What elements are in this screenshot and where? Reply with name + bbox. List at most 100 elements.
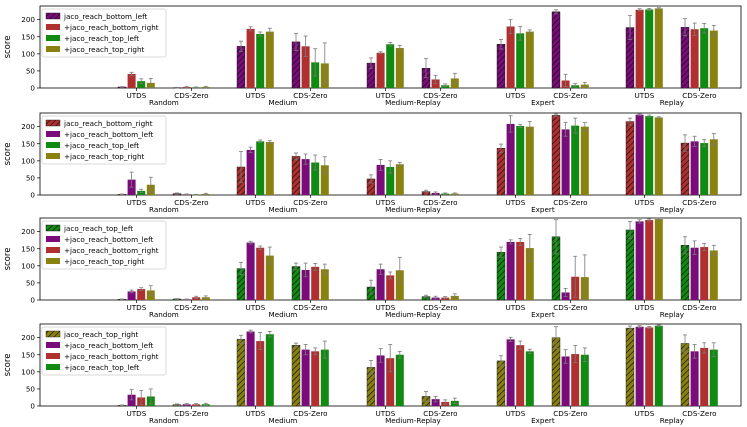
x-tick-label-utds: UTDS [635, 91, 655, 100]
bar-replay-cds-zero-jaco_reach_top_right [680, 343, 690, 407]
bar-replay-cds-zero-jaco_reach_top_left [700, 28, 709, 88]
x-tick-label-utds: UTDS [246, 303, 266, 312]
y-tick-label: 150 [21, 350, 35, 359]
bar-medium-cds-zero-jaco_reach_top_right [320, 269, 329, 300]
bar-medium-cds-zero-jaco_reach_bottom_left [301, 269, 310, 300]
x-tick-label-cds-zero: CDS-Zero [682, 91, 716, 100]
bar-medium-cds-zero-jaco_reach_top_left [311, 162, 320, 195]
legend-label: +jaco_reach_bottom_right [64, 246, 159, 255]
bar-replay-utds-jaco_reach_bottom_left [635, 114, 644, 195]
bar-medium-utds-jaco_reach_bottom_left [246, 331, 255, 406]
y-tick-label: 100 [21, 49, 35, 58]
x-tick-label-utds: UTDS [506, 198, 526, 207]
x-tick-label-cds-zero: CDS-Zero [174, 91, 208, 100]
bar-medium-replay-cds-zero-jaco_reach_bottom_left [431, 399, 440, 406]
x-tick-label-cds-zero: CDS-Zero [174, 198, 208, 207]
dataset-label-replay: Replay [660, 98, 685, 107]
bar-medium-cds-zero-jaco_reach_bottom_right [311, 266, 320, 300]
bar-expert-utds-jaco_reach_bottom_right [496, 147, 506, 196]
bar-expert-cds-zero-jaco_reach_top_right [580, 126, 589, 195]
legend-label: jaco_reach_bottom_right [63, 119, 153, 128]
bar-expert-cds-zero-jaco_reach_bottom_left [551, 11, 561, 89]
y-axis-label: score [3, 354, 13, 377]
bar-medium-replay-utds-jaco_reach_top_right [395, 270, 404, 300]
bar-medium-replay-utds-jaco_reach_bottom_left [376, 355, 385, 406]
x-tick-label-utds: UTDS [376, 91, 396, 100]
bar-expert-utds-jaco_reach_top_right [525, 31, 534, 88]
legend-label: +jaco_reach_top_left [64, 363, 139, 372]
legend-swatch [45, 12, 61, 20]
bar-medium-utds-jaco_reach_bottom_left [246, 149, 255, 195]
y-tick-label: 0 [30, 402, 35, 411]
legend-label: +jaco_reach_top_right [64, 152, 145, 161]
x-tick-label-cds-zero: CDS-Zero [553, 409, 587, 418]
x-tick-label-cds-zero: CDS-Zero [682, 198, 716, 207]
bar-expert-utds-jaco_reach_bottom_left [506, 241, 515, 300]
bar-replay-utds-jaco_reach_top_left [654, 325, 663, 406]
bar-medium-replay-utds-jaco_reach_bottom_right [376, 52, 385, 88]
legend-swatch [45, 224, 61, 232]
dataset-label-medium-replay: Medium-Replay [385, 416, 441, 425]
bar-medium-cds-zero-jaco_reach_top_left [291, 266, 301, 301]
y-tick-label: 150 [21, 139, 35, 148]
x-tick-label-utds: UTDS [635, 198, 655, 207]
bar-medium-utds-jaco_reach_top_left [256, 141, 265, 195]
bar-expert-utds-jaco_reach_top_right [525, 126, 534, 195]
dataset-label-medium: Medium [269, 310, 298, 319]
bar-random-utds-jaco_reach_bottom_right [137, 289, 146, 300]
y-tick-label: 0 [30, 191, 35, 200]
y-axis-label: score [3, 143, 13, 166]
bar-replay-utds-jaco_reach_bottom_right [645, 327, 654, 406]
bar-medium-cds-zero-jaco_reach_bottom_right [311, 351, 320, 406]
legend-swatch [45, 119, 61, 127]
y-tick-label: 0 [30, 296, 35, 305]
bar-expert-cds-zero-jaco_reach_bottom_right [571, 354, 580, 406]
dataset-label-medium: Medium [269, 416, 298, 425]
bar-expert-utds-jaco_reach_bottom_right [516, 241, 525, 300]
bar-expert-cds-zero-jaco_reach_bottom_left [561, 129, 570, 195]
bar-medium-utds-jaco_reach_top_right [265, 31, 274, 88]
dataset-label-expert: Expert [531, 310, 555, 319]
bar-replay-cds-zero-jaco_reach_top_right [709, 250, 718, 300]
legend-label: +jaco_reach_top_right [64, 257, 145, 266]
legend-label: +jaco_reach_bottom_right [64, 352, 159, 361]
bar-expert-utds-jaco_reach_bottom_left [506, 123, 515, 195]
bar-expert-utds-jaco_reach_top_right [525, 248, 534, 300]
y-tick-label: 200 [21, 15, 35, 24]
x-tick-label-cds-zero: CDS-Zero [293, 198, 327, 207]
bar-replay-utds-jaco_reach_bottom_left [635, 221, 644, 300]
bar-replay-cds-zero-jaco_reach_bottom_left [690, 351, 699, 406]
y-tick-label: 150 [21, 244, 35, 253]
dataset-label-medium: Medium [269, 205, 298, 214]
legend-frame [41, 220, 167, 270]
bar-replay-utds-jaco_reach_bottom_left [635, 326, 644, 406]
bar-replay-cds-zero-jaco_reach_bottom_left [680, 26, 690, 89]
bar-medium-utds-jaco_reach_bottom_right [256, 341, 265, 406]
bar-medium-cds-zero-jaco_reach_bottom_right [291, 156, 301, 196]
dataset-label-expert: Expert [531, 98, 555, 107]
y-tick-label: 50 [26, 384, 36, 393]
dataset-label-expert: Expert [531, 416, 555, 425]
x-tick-label-cds-zero: CDS-Zero [174, 409, 208, 418]
dataset-label-medium: Medium [269, 98, 298, 107]
bar-medium-utds-jaco_reach_bottom_right [246, 28, 255, 88]
legend-swatch [46, 364, 60, 370]
legend-label: +jaco_reach_top_left [64, 34, 139, 43]
x-tick-label-cds-zero: CDS-Zero [423, 198, 457, 207]
bar-replay-utds-jaco_reach_top_left [645, 9, 654, 89]
bar-medium-utds-jaco_reach_top_left [265, 334, 274, 406]
bar-medium-utds-jaco_reach_top_right [265, 255, 274, 300]
bar-expert-cds-zero-jaco_reach_bottom_right [551, 115, 561, 196]
dataset-label-medium-replay: Medium-Replay [385, 205, 441, 214]
bar-medium-replay-utds-jaco_reach_bottom_right [386, 358, 395, 406]
x-tick-label-utds: UTDS [246, 409, 266, 418]
bar-expert-utds-jaco_reach_top_right [496, 360, 506, 407]
legend-frame [41, 326, 167, 376]
legend-label: +jaco_reach_bottom_right [64, 23, 159, 32]
legend-swatch [46, 131, 60, 137]
bar-replay-cds-zero-jaco_reach_bottom_right [700, 347, 709, 406]
bar-medium-cds-zero-jaco_reach_bottom_left [301, 349, 310, 406]
